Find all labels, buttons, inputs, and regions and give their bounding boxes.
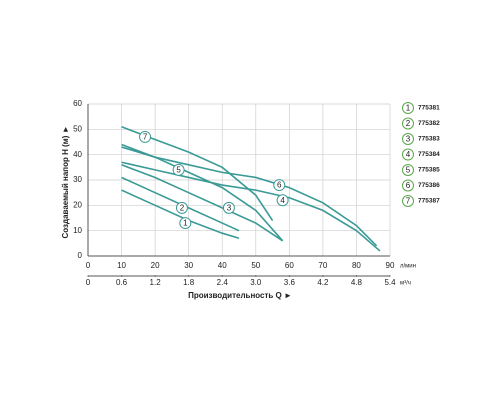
x2-tick-label: 3.6	[284, 278, 296, 287]
legend-label: 775386	[418, 182, 440, 189]
curve-label-circle	[172, 163, 185, 176]
x-tick-label: 10	[117, 261, 126, 270]
y-tick-label: 40	[73, 150, 82, 159]
curve-label: 5	[176, 165, 181, 174]
pump-curve	[121, 146, 378, 247]
pump-curve	[121, 176, 240, 232]
x-tick-label: 70	[318, 261, 327, 270]
y-axis-title: Создаваемый напор H (м) ►	[61, 125, 70, 238]
legend-label: 775381	[418, 105, 440, 112]
legend-circle	[402, 148, 414, 161]
curve-label-circle	[179, 217, 192, 230]
legend-circle	[402, 179, 414, 192]
legend-number: 7	[406, 197, 411, 206]
curve-label: 2	[180, 203, 185, 212]
y-tick-label: 30	[73, 175, 82, 184]
y-tick-label: 0	[78, 251, 83, 260]
y-tick-label: 60	[73, 99, 82, 108]
x-tick-label: 50	[251, 261, 260, 270]
x-tick-label: 90	[386, 261, 395, 270]
x2-tick-label: 0.6	[116, 278, 128, 287]
legend-number: 3	[406, 135, 411, 144]
legend-label: 775384	[418, 151, 440, 158]
legend-circle	[402, 164, 414, 176]
x2-tick-label: 3.0	[250, 278, 262, 287]
legend-circle	[402, 133, 414, 145]
pump-curve	[121, 161, 381, 252]
curve-label: 7	[143, 133, 148, 142]
curve-label-circle	[139, 130, 152, 143]
x2-tick-label: 4.8	[351, 278, 363, 287]
legend-circle	[402, 117, 414, 130]
legend-circle	[402, 195, 414, 207]
curve-label-circle	[175, 201, 188, 214]
x-tick-label: 80	[352, 261, 361, 270]
y-tick-label: 10	[73, 226, 82, 235]
pump-curve	[121, 164, 284, 242]
curve-label-circle	[222, 201, 235, 214]
y-tick-label: 50	[73, 124, 82, 133]
legend-label: 775387	[418, 198, 440, 205]
x-tick-label: 0	[86, 261, 91, 270]
curve-label: 1	[183, 219, 188, 228]
curve-label: 3	[227, 203, 232, 212]
legend-label: 775382	[418, 120, 440, 127]
x2-tick-label: 1.2	[150, 278, 162, 287]
x2-tick-label: 5.4	[384, 278, 396, 287]
legend-number: 5	[406, 166, 411, 175]
legend-number: 1	[406, 104, 411, 113]
x2-unit: м³/ч	[400, 281, 411, 287]
x2-tick-label: 0	[86, 278, 91, 287]
x2-tick-label: 4.2	[317, 278, 329, 287]
legend-number: 2	[406, 119, 411, 128]
curve-label-circle	[273, 179, 286, 192]
x-tick-label: 30	[184, 261, 193, 270]
x-axis-title: Производительность Q ►	[188, 291, 292, 300]
curve-label: 6	[277, 181, 282, 190]
legend-label: 775383	[418, 136, 440, 143]
curve-label: 4	[280, 196, 285, 205]
curve-label-circle	[276, 194, 289, 207]
x2-tick-label: 2.4	[217, 278, 229, 287]
x-tick-label: 20	[151, 261, 160, 270]
pump-curve	[121, 189, 240, 240]
legend-label: 775385	[418, 167, 440, 174]
y-tick-label: 20	[73, 200, 82, 209]
legend-circle	[402, 102, 414, 114]
x2-tick-label: 1.8	[183, 278, 195, 287]
x-tick-label: 40	[218, 261, 227, 270]
x-unit: л/мин	[400, 264, 416, 270]
legend-number: 4	[406, 150, 411, 159]
x-tick-label: 60	[285, 261, 294, 270]
legend-number: 6	[406, 181, 411, 190]
